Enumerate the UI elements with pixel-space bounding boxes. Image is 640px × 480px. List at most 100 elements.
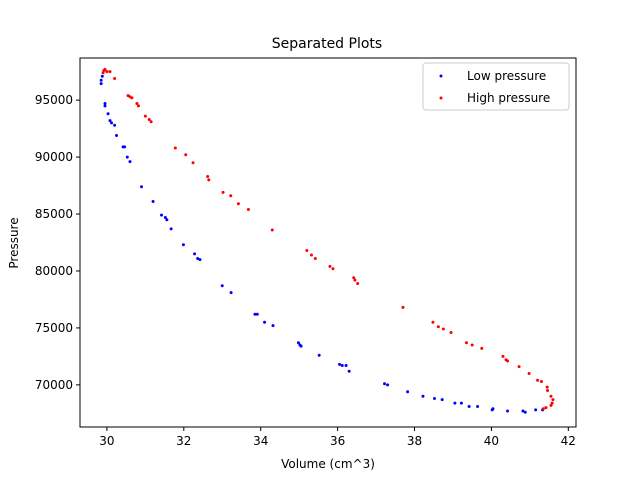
data-point [110, 121, 114, 125]
data-point [347, 369, 351, 373]
data-point [136, 104, 140, 108]
legend-label-low-pressure: Low pressure [467, 69, 546, 83]
data-point [521, 409, 525, 413]
data-point [103, 102, 107, 106]
data-point [309, 253, 313, 257]
data-point [401, 305, 405, 309]
data-point [506, 359, 510, 363]
data-point [317, 353, 321, 357]
data-point [433, 397, 437, 401]
data-point [344, 364, 348, 367]
data-point [353, 278, 357, 282]
data-point [386, 383, 390, 387]
data-point [165, 218, 169, 222]
data-point [501, 354, 505, 358]
series-0 [99, 74, 545, 414]
legend-box [422, 62, 570, 111]
x-axis-label: Volume (cm^3) [281, 457, 375, 471]
plot-frame [79, 57, 577, 428]
x-tick-label: 30 [99, 434, 114, 448]
y-tick-label: 95000 [35, 93, 73, 107]
data-point [536, 378, 540, 382]
data-point [406, 390, 410, 394]
data-point [459, 401, 463, 405]
data-point [470, 343, 474, 347]
legend-label-high-pressure: High pressure [467, 91, 550, 105]
y-tick-label: 75000 [35, 321, 73, 335]
data-point [449, 330, 453, 334]
data-point [99, 78, 103, 82]
data-point [181, 243, 185, 247]
data-point [436, 325, 440, 329]
data-point [113, 123, 117, 127]
y-axis-ticks: 70000 75000 80000 85000 90000 95000 [35, 93, 80, 392]
data-point [169, 227, 173, 231]
x-tick-label: 32 [176, 434, 191, 448]
data-point [299, 344, 303, 348]
data-point [220, 284, 224, 288]
data-point [549, 394, 553, 398]
x-axis-ticks: 30 32 34 36 38 40 42 [99, 427, 576, 448]
data-point [255, 312, 259, 316]
data-point [173, 146, 177, 150]
data-point [143, 114, 147, 118]
data-point [541, 407, 545, 411]
data-point [108, 119, 112, 123]
data-point [551, 398, 555, 402]
data-point [534, 408, 538, 412]
legend-marker-low-pressure [439, 74, 443, 78]
data-point [207, 178, 211, 182]
data-point [491, 407, 495, 411]
data-point [517, 365, 521, 369]
data-point [253, 312, 257, 316]
data-point [236, 202, 240, 206]
data-point [105, 70, 109, 74]
data-point [539, 379, 543, 383]
x-tick-label: 36 [330, 434, 345, 448]
data-point [270, 228, 274, 232]
legend-marker-high-pressure [439, 96, 443, 100]
data-point [464, 341, 468, 345]
data-series [99, 67, 555, 414]
data-point [296, 341, 300, 345]
data-point [106, 112, 110, 116]
data-point [476, 405, 480, 408]
x-tick-label: 42 [561, 434, 576, 448]
data-point [160, 213, 164, 217]
data-point [151, 200, 155, 203]
series-1 [101, 67, 555, 411]
data-point [115, 133, 119, 137]
data-point [421, 394, 425, 398]
data-point [221, 190, 225, 194]
data-point [527, 371, 531, 375]
data-point [101, 71, 105, 75]
data-point [506, 409, 510, 413]
data-point [123, 145, 127, 149]
data-point [196, 256, 200, 260]
legend: Low pressure High pressure [422, 62, 570, 111]
data-point [271, 324, 275, 328]
y-tick-label: 85000 [35, 207, 73, 221]
data-point [184, 153, 188, 157]
data-point [440, 398, 444, 402]
chart-title: Separated Plots [272, 36, 382, 52]
x-tick-label: 40 [484, 434, 499, 448]
y-axis-label: Pressure [7, 217, 21, 268]
data-point [263, 320, 267, 324]
data-point [331, 267, 335, 271]
data-point [135, 102, 139, 106]
x-tick-label: 34 [253, 434, 268, 448]
data-point [340, 364, 344, 367]
data-point [546, 389, 550, 393]
data-point [108, 70, 112, 74]
data-point [431, 320, 435, 324]
data-point [125, 155, 129, 159]
data-point [467, 405, 471, 408]
data-point [163, 215, 167, 219]
data-point [113, 77, 117, 80]
data-point [441, 327, 445, 331]
data-point [198, 258, 202, 262]
data-point [480, 346, 484, 350]
data-point [229, 291, 233, 295]
data-point [383, 382, 387, 386]
